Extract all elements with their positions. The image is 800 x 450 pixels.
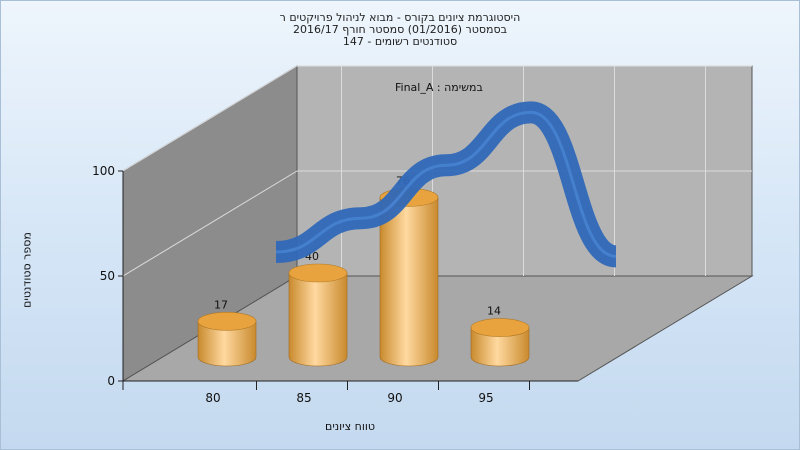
chart-annotation: במשימה : Final_A (395, 81, 483, 94)
y-tick-label: 50 (100, 269, 115, 283)
bar (288, 272, 348, 367)
bar (197, 321, 257, 367)
chart-title-line-2: בסמסטר (01/2016) סמסטר חורף 2016/17 (293, 23, 507, 36)
bar-group: 40 (288, 250, 348, 367)
x-tick-label: 80 (205, 391, 220, 405)
y-tick-label: 100 (92, 164, 115, 178)
bar-top (288, 263, 348, 283)
bar (379, 197, 439, 367)
x-tick-label: 95 (478, 391, 493, 405)
y-tick-label: 0 (107, 374, 115, 388)
bar (470, 327, 530, 367)
gridline-left (122, 65, 298, 172)
x-tick-label: 90 (387, 391, 402, 405)
y-axis-label: מספר סטודנטים (20, 232, 34, 308)
bar-group: 14 (470, 305, 530, 367)
bar-top (470, 318, 530, 337)
chart-title-line-1: היסטוגרמת ציונים בקורס - מבוא לניהול פרו… (279, 11, 521, 24)
gridlines (122, 65, 752, 277)
chart-title-line-3: סטודנטים רשומים - 147 (342, 35, 458, 48)
tick-labels: 0 50 100 80 85 90 95 (92, 164, 494, 405)
trend-ribbon (275, 101, 619, 268)
axes (118, 170, 578, 390)
bar-value-label: 17 (214, 298, 228, 311)
trend-highlight (275, 110, 617, 258)
bar-value-label: 14 (487, 305, 501, 318)
gridline-left (122, 170, 298, 277)
bar-top (197, 311, 257, 331)
x-tick-label: 85 (296, 391, 311, 405)
x-axis-label: טווח ציונים (325, 420, 375, 433)
bar-group: 17 (197, 298, 257, 367)
